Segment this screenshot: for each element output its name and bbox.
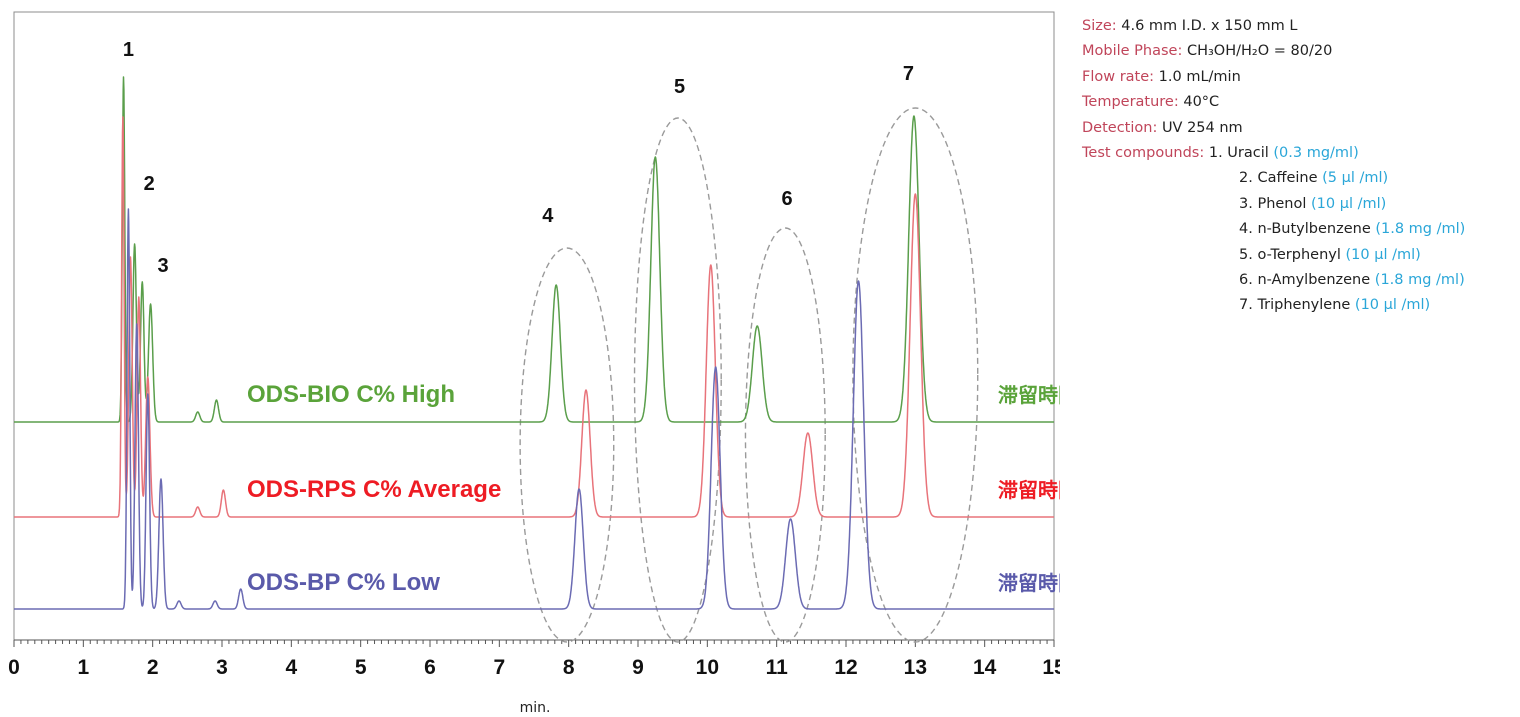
- plot-border: [13, 11, 1055, 640]
- compound-row-6: 6. n-Amylbenzene (1.8 mg /ml): [1082, 268, 1465, 293]
- x-axis-ticks: [13, 640, 1055, 647]
- compound-row-4: 4. n-Butylbenzene (1.8 mg /ml): [1082, 217, 1465, 242]
- mobile-phase-row: Mobile Phase: CH₃OH/H₂O = 80/20: [1082, 39, 1465, 64]
- peak-group-ellipses: [519, 107, 979, 643]
- compound-name: 3. Phenol: [1239, 195, 1307, 212]
- retention-time-label: 滞留時間:長: [998, 383, 1060, 407]
- compound-row-7: 7. Triphenylene (10 µl /ml): [1082, 293, 1465, 318]
- x-tick-label: 5: [355, 656, 367, 679]
- series-name-label: ODS-BIO C% High: [247, 381, 455, 408]
- x-tick-label: 7: [493, 656, 505, 679]
- x-tick-label: 2: [147, 656, 159, 679]
- test-compounds-label: Test compounds:: [1082, 145, 1205, 162]
- x-tick-label: 9: [632, 656, 644, 679]
- temperature-value: 40°C: [1183, 94, 1220, 111]
- size-value: 4.6 mm I.D. x 150 mm L: [1121, 18, 1298, 34]
- method-conditions-panel: Size: 4.6 mm I.D. x 150 mm L Mobile Phas…: [1082, 14, 1465, 319]
- x-tick-label: 6: [424, 656, 436, 679]
- compound-concentration: (1.8 mg /ml): [1375, 221, 1466, 238]
- compound-name: 4. n-Butylbenzene: [1239, 221, 1371, 238]
- peak-label-3: 3: [158, 255, 169, 277]
- size-label: Size:: [1082, 18, 1117, 34]
- detection-row: Detection: UV 254 nm: [1082, 116, 1465, 141]
- peak-label-1: 1: [123, 39, 134, 61]
- flow-rate-row: Flow rate: 1.0 mL/min: [1082, 65, 1465, 90]
- retention-time-label: 滞留時間:中: [998, 478, 1060, 502]
- compound-concentration: (10 µl /ml): [1354, 297, 1431, 314]
- trace-series-3: [13, 208, 1055, 610]
- series-name-label: ODS-BP C% Low: [247, 569, 440, 596]
- detection-value: UV 254 nm: [1161, 119, 1243, 136]
- compound-concentration: (1.8 mg /ml): [1374, 272, 1465, 289]
- peak-group-ellipse-6: [744, 227, 826, 643]
- x-axis-label: min.: [520, 700, 551, 716]
- x-tick-label: 11: [766, 656, 789, 679]
- x-tick-label: 8: [563, 656, 575, 679]
- x-tick-label: 1: [77, 656, 89, 679]
- x-tick-label: 15: [1042, 656, 1060, 679]
- temperature-row: Temperature: 40°C: [1082, 90, 1465, 115]
- size-row: Size: 4.6 mm I.D. x 150 mm L: [1082, 14, 1465, 39]
- compound-concentration: (5 µl /ml): [1322, 170, 1389, 187]
- trace-series-1: [14, 76, 1055, 423]
- peak-group-ellipse-5: [633, 117, 722, 643]
- x-tick-label: 12: [834, 656, 857, 679]
- temperature-label: Temperature:: [1082, 94, 1179, 111]
- compound-row-2: 2. Caffeine (5 µl /ml): [1082, 166, 1465, 191]
- x-tick-label: 3: [216, 656, 228, 679]
- plot-frame: [13, 11, 1055, 641]
- mobile-phase-value: CH₃OH/H₂O = 80/20: [1186, 43, 1333, 60]
- compound-name: 7. Triphenylene: [1239, 297, 1351, 314]
- x-tick-label: 4: [285, 656, 297, 679]
- detection-label: Detection:: [1082, 119, 1158, 136]
- peak-number-labels: 1 2 3 4 5 6 7: [123, 39, 914, 277]
- trace-series-2: [13, 116, 1055, 518]
- compound-name: 1. Uracil: [1208, 145, 1269, 162]
- peak-group-ellipse-4: [519, 247, 615, 643]
- mobile-phase-label: Mobile Phase:: [1082, 43, 1183, 60]
- retention-time-label: 滞留時間:短: [998, 571, 1060, 595]
- peak-label-7: 7: [903, 63, 914, 85]
- compound-concentration: (0.3 mg/ml): [1273, 145, 1359, 162]
- series-name-label: ODS-RPS C% Average: [247, 476, 501, 503]
- peak-label-5: 5: [674, 76, 685, 98]
- series-labels: ODS-BIO C% High 滞留時間:長 ODS-RPS C% Average 滞…: [247, 381, 1060, 596]
- compound-row-1: Test compounds: 1. Uracil (0.3 mg/ml): [1082, 141, 1465, 166]
- peak-label-2: 2: [144, 173, 155, 195]
- compound-row-5: 5. o-Terphenyl (10 µl /ml): [1082, 243, 1465, 268]
- compound-concentration: (10 µl /ml): [1345, 246, 1421, 263]
- chromatogram-traces: [13, 76, 1055, 610]
- x-tick-label: 10: [696, 656, 719, 679]
- compound-concentration: (10 µl /ml): [1311, 195, 1387, 212]
- compound-name: 2. Caffeine: [1239, 170, 1318, 187]
- peak-label-4: 4: [542, 205, 554, 227]
- peak-label-6: 6: [782, 188, 793, 210]
- compound-name: 6. n-Amylbenzene: [1239, 272, 1371, 289]
- peak-group-ellipse-7: [852, 107, 979, 643]
- flow-rate-label: Flow rate:: [1082, 68, 1155, 85]
- flow-rate-value: 1.0 mL/min: [1158, 68, 1241, 85]
- compound-row-3: 3. Phenol (10 µl /ml): [1082, 192, 1465, 217]
- x-tick-label: 0: [8, 656, 20, 679]
- x-tick-label: 14: [973, 656, 997, 679]
- x-axis-tick-labels: 0 1 2 3 4 5 6 7 8 9 10 11 12 13 14 15: [8, 656, 1060, 679]
- compound-name: 5. o-Terphenyl: [1239, 246, 1341, 263]
- x-tick-label: 13: [904, 656, 927, 679]
